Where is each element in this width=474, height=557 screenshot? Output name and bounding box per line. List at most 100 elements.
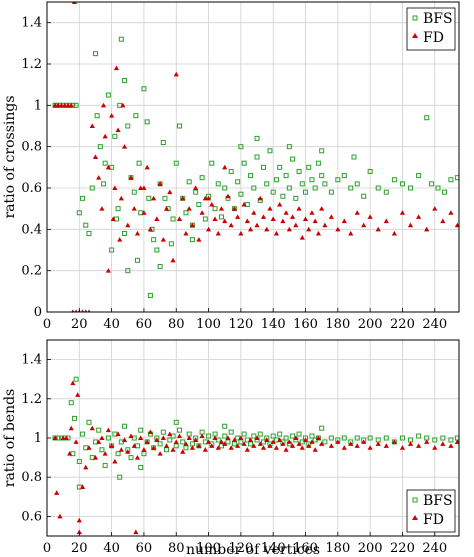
fd-point [134, 455, 141, 460]
fd-point [186, 206, 192, 211]
fd-point [225, 193, 231, 199]
y-tick-label: 1 [34, 431, 42, 446]
bends-legend-bfs: BFS [423, 493, 453, 509]
bfs-point [432, 437, 438, 443]
fd-point [67, 451, 73, 456]
fd-point [133, 529, 139, 535]
bfs-point [173, 160, 179, 166]
fd-point [89, 425, 95, 431]
fd-point [280, 441, 286, 446]
fd-point [254, 435, 260, 440]
bfs-point [286, 185, 292, 191]
fd-point [71, 309, 75, 312]
bfs-point [154, 247, 160, 253]
bfs-point [248, 441, 254, 447]
x-tick-label: 20 [71, 541, 88, 556]
bfs-point [167, 437, 173, 443]
bfs-point [435, 185, 441, 191]
crossings-x-ticks: 0 20 40 60 80 100 120 140 160 180 200 220 240 [43, 308, 447, 332]
x-tick-label: 160 [293, 317, 318, 332]
bfs-point [448, 177, 454, 183]
x-tick-label: 80 [168, 317, 185, 332]
fd-point [118, 195, 124, 201]
x-tick-label: 240 [422, 541, 447, 556]
fd-point [180, 195, 186, 201]
bfs-point [131, 189, 137, 195]
bfs-point [273, 177, 279, 183]
bfs-point [147, 292, 153, 298]
bfs-point [241, 431, 247, 437]
fd-point [432, 206, 438, 211]
bfs-point [399, 181, 405, 187]
fd-point [110, 216, 116, 221]
fd-point [231, 437, 238, 442]
fd-point [52, 435, 58, 440]
crossings-legend-box [406, 7, 456, 51]
bfs-point [270, 189, 276, 195]
fd-point [341, 445, 347, 450]
fd-point [424, 439, 430, 444]
fd-point [57, 513, 63, 519]
bfs-point [367, 435, 373, 441]
bfs-point [168, 241, 174, 247]
fd-point [167, 189, 173, 195]
fd-point [96, 439, 102, 444]
fd-point [222, 441, 228, 446]
fd-point [196, 237, 202, 242]
fd-point [68, 425, 74, 431]
fd-point [273, 445, 280, 450]
fd-point [141, 447, 147, 452]
fd-point [183, 441, 189, 446]
fd-point [144, 439, 150, 444]
fd-point [322, 222, 328, 228]
bfs-point [170, 216, 176, 222]
bfs-point [228, 429, 234, 435]
x-tick-label: 220 [390, 317, 415, 332]
fd-point [335, 439, 341, 444]
bfs-point [416, 433, 422, 439]
fd-point [267, 443, 273, 448]
bfs-point [335, 177, 341, 183]
fd-point [293, 435, 299, 440]
bfs-point [296, 168, 302, 174]
bfs-point [101, 181, 107, 187]
bfs-point [257, 431, 263, 437]
crossings-grid [46, 2, 459, 313]
x-tick-label: 40 [103, 317, 120, 332]
bfs-point [228, 168, 234, 174]
fd-point [215, 445, 221, 450]
y-tick-label: 0.6 [21, 181, 42, 196]
bfs-point [133, 113, 139, 119]
fd-point [109, 113, 115, 118]
fd-point [163, 443, 170, 448]
bfs-point [134, 257, 140, 263]
fd-point [296, 441, 302, 446]
bfs-point [341, 435, 347, 441]
fd-point [306, 226, 312, 232]
fd-point [141, 210, 147, 215]
y-tick-label: 0.8 [21, 140, 42, 155]
fd-point [84, 309, 88, 312]
bfs-point [440, 435, 446, 441]
bfs-point [286, 144, 292, 150]
bfs-point [215, 181, 221, 187]
bfs-point [267, 148, 273, 154]
bfs-point [306, 164, 312, 170]
bfs-point [241, 160, 247, 166]
bfs-point [125, 268, 131, 274]
x-tick-label: 100 [196, 541, 221, 556]
fd-point [105, 268, 111, 273]
bfs-point [264, 181, 270, 187]
fd-point [247, 437, 254, 442]
fd-point [231, 206, 238, 211]
fd-point [147, 429, 154, 435]
bfs-point [128, 455, 134, 461]
fd-point [92, 154, 99, 159]
x-tick-label: 120 [228, 317, 253, 332]
bfs-point [136, 160, 142, 166]
fd-point [147, 226, 154, 232]
fd-point [125, 222, 131, 228]
fd-point [241, 201, 247, 207]
fd-point [117, 237, 123, 242]
bfs-point [383, 189, 389, 195]
